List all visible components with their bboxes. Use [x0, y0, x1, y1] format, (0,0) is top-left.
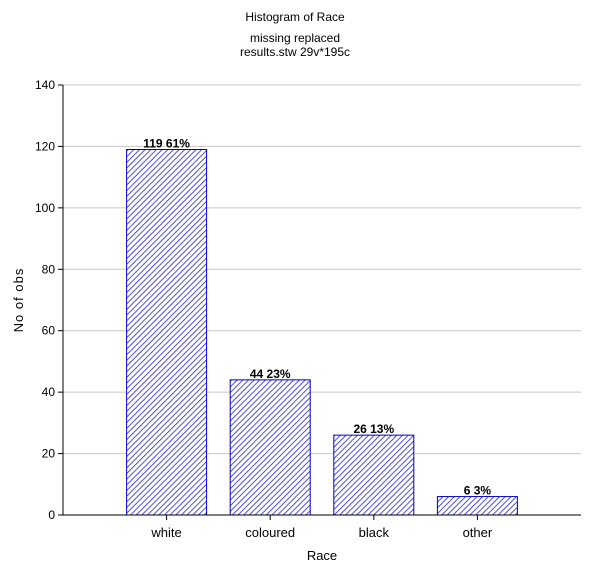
- y-tick-label: 20: [42, 447, 56, 461]
- chart-title: Histogram of Race: [245, 10, 345, 24]
- axes: 0 20 40 60 80 100 120 140 white coloured black othe…: [35, 78, 581, 540]
- x-tick-label: coloured: [245, 525, 295, 540]
- bar-data-label: 44 23%: [250, 367, 291, 381]
- bar-white: [126, 149, 208, 516]
- x-tick-label: black: [359, 525, 390, 540]
- y-tick-label: 0: [48, 508, 55, 522]
- y-axis-title: No of obs: [11, 268, 26, 333]
- bar-black: [333, 434, 415, 516]
- y-tick-label: 60: [42, 324, 56, 338]
- x-axis-title: Race: [307, 548, 337, 563]
- chart-subtitle-1: missing replaced: [249, 31, 341, 45]
- y-tick-label: 80: [42, 262, 56, 276]
- y-tick-label: 100: [35, 201, 55, 215]
- bar-other: [436, 496, 518, 516]
- bar-data-label: 6 3%: [464, 484, 492, 498]
- bar-data-label: 26 13%: [353, 422, 394, 436]
- chart-subtitle-2: results.stw 29v*195c: [239, 45, 351, 59]
- x-tick-label: white: [150, 525, 181, 540]
- y-tick-label: 120: [35, 139, 55, 153]
- x-tick-label: other: [463, 525, 493, 540]
- y-tick-label: 140: [35, 78, 55, 92]
- bars: 119 61% 44 23% 26 13% 6 3%: [126, 137, 518, 516]
- y-tick-label: 40: [42, 385, 56, 399]
- bar-coloured: [229, 379, 311, 516]
- bar-data-label: 119 61%: [143, 137, 190, 151]
